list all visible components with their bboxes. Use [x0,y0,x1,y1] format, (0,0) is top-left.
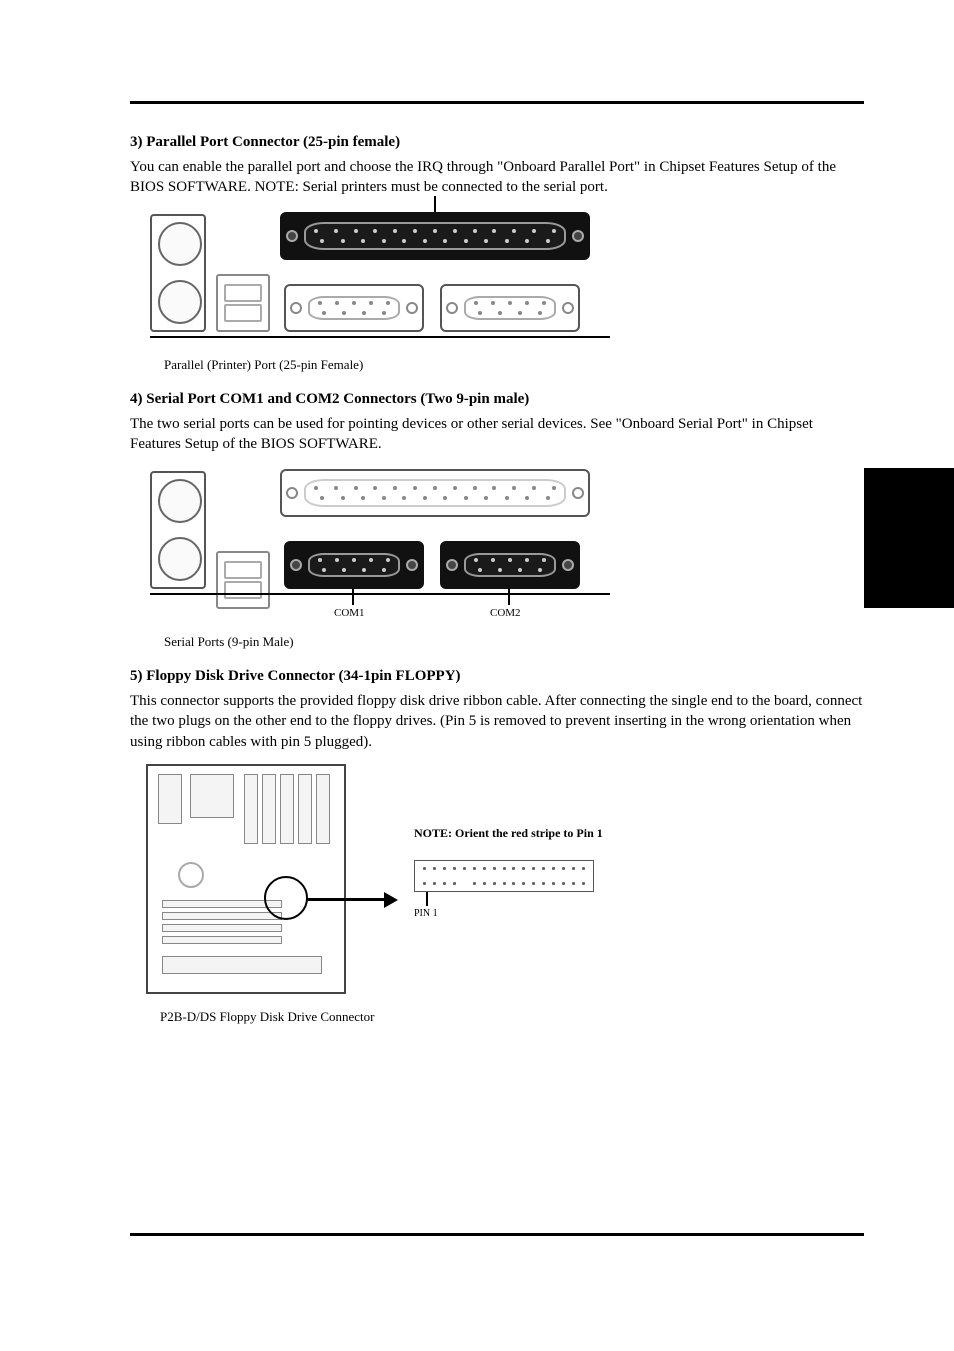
serial-port-highlighted-icon [284,541,424,589]
section5-body: This connector supports the provided flo… [130,691,864,752]
ps2-port-icon [158,537,202,581]
baseline-rule [150,593,610,595]
note-text: NOTE: Orient the red stripe to Pin 1 [414,826,634,841]
baseline-rule [150,336,610,338]
usb-block-icon [216,551,270,609]
section3-title: 3) Parallel Port Connector (25-pin femal… [130,134,864,151]
screw-icon [286,230,298,242]
com1-label: COM1 [334,607,365,619]
usb-port-icon [224,284,262,302]
figure-caption: Parallel (Printer) Port (25-pin Female) [164,356,864,374]
usb-block-icon [216,274,270,332]
ps2-port-icon [158,479,202,523]
section-parallel-port: 3) Parallel Port Connector (25-pin femal… [130,134,864,373]
arrow-line [306,898,386,901]
figure-caption: Serial Ports (9-pin Male) [164,633,864,651]
db9-inner [308,553,400,577]
pointer-line [426,892,428,906]
pin1-label: PIN 1 [414,908,438,919]
ps2-stack-icon [150,471,206,589]
serial-port-icon [440,284,580,332]
screw-icon [572,230,584,242]
figure-caption: P2B-D/DS Floppy Disk Drive Connector [160,1008,864,1026]
page-footer-rule [130,1233,864,1281]
screw-icon [446,559,458,571]
section3-body: You can enable the parallel port and cho… [130,157,864,198]
motherboard-icon [146,764,346,994]
parallel-port-icon [280,212,590,260]
parallel-port-icon [280,469,590,517]
screw-icon [290,559,302,571]
figure-serial-ports: COM1 COM2 [150,465,590,615]
db9-inner [308,296,400,320]
floppy-header-icon [414,860,594,892]
ps2-port-icon [158,280,202,324]
arrow-head-icon [384,892,398,908]
page-container: 3) Parallel Port Connector (25-pin femal… [0,0,954,1351]
db9-inner [464,296,556,320]
ps2-stack-icon [150,214,206,332]
pointer-line [352,589,354,605]
db25-inner [304,479,566,507]
db9-inner [464,553,556,577]
page-header-rule [130,56,864,104]
section5-title: 5) Floppy Disk Drive Connector (34-1pin … [130,668,864,685]
figure-motherboard: NOTE: Orient the red stripe to Pin 1 PIN… [146,764,586,1004]
screw-icon [406,302,418,314]
usb-port-icon [224,581,262,599]
screw-icon [290,302,302,314]
screw-icon [406,559,418,571]
section-serial-ports: 4) Serial Port COM1 and COM2 Connectors … [130,391,864,650]
screw-icon [446,302,458,314]
screw-icon [562,559,574,571]
serial-port-icon [284,284,424,332]
serial-port-highlighted-icon [440,541,580,589]
usb-port-icon [224,561,262,579]
screw-icon [286,487,298,499]
com2-label: COM2 [490,607,521,619]
section-floppy-connector: 5) Floppy Disk Drive Connector (34-1pin … [130,668,864,1025]
usb-port-icon [224,304,262,322]
screw-icon [562,302,574,314]
pointer-line [508,589,510,605]
highlight-circle-icon [264,876,308,920]
screw-icon [572,487,584,499]
section4-title: 4) Serial Port COM1 and COM2 Connectors … [130,391,864,408]
ps2-port-icon [158,222,202,266]
db25-inner [304,222,566,250]
figure-parallel-port [150,208,590,338]
section4-body: The two serial ports can be used for poi… [130,414,864,455]
side-black-tab [864,468,954,608]
pointer-line [434,196,436,214]
